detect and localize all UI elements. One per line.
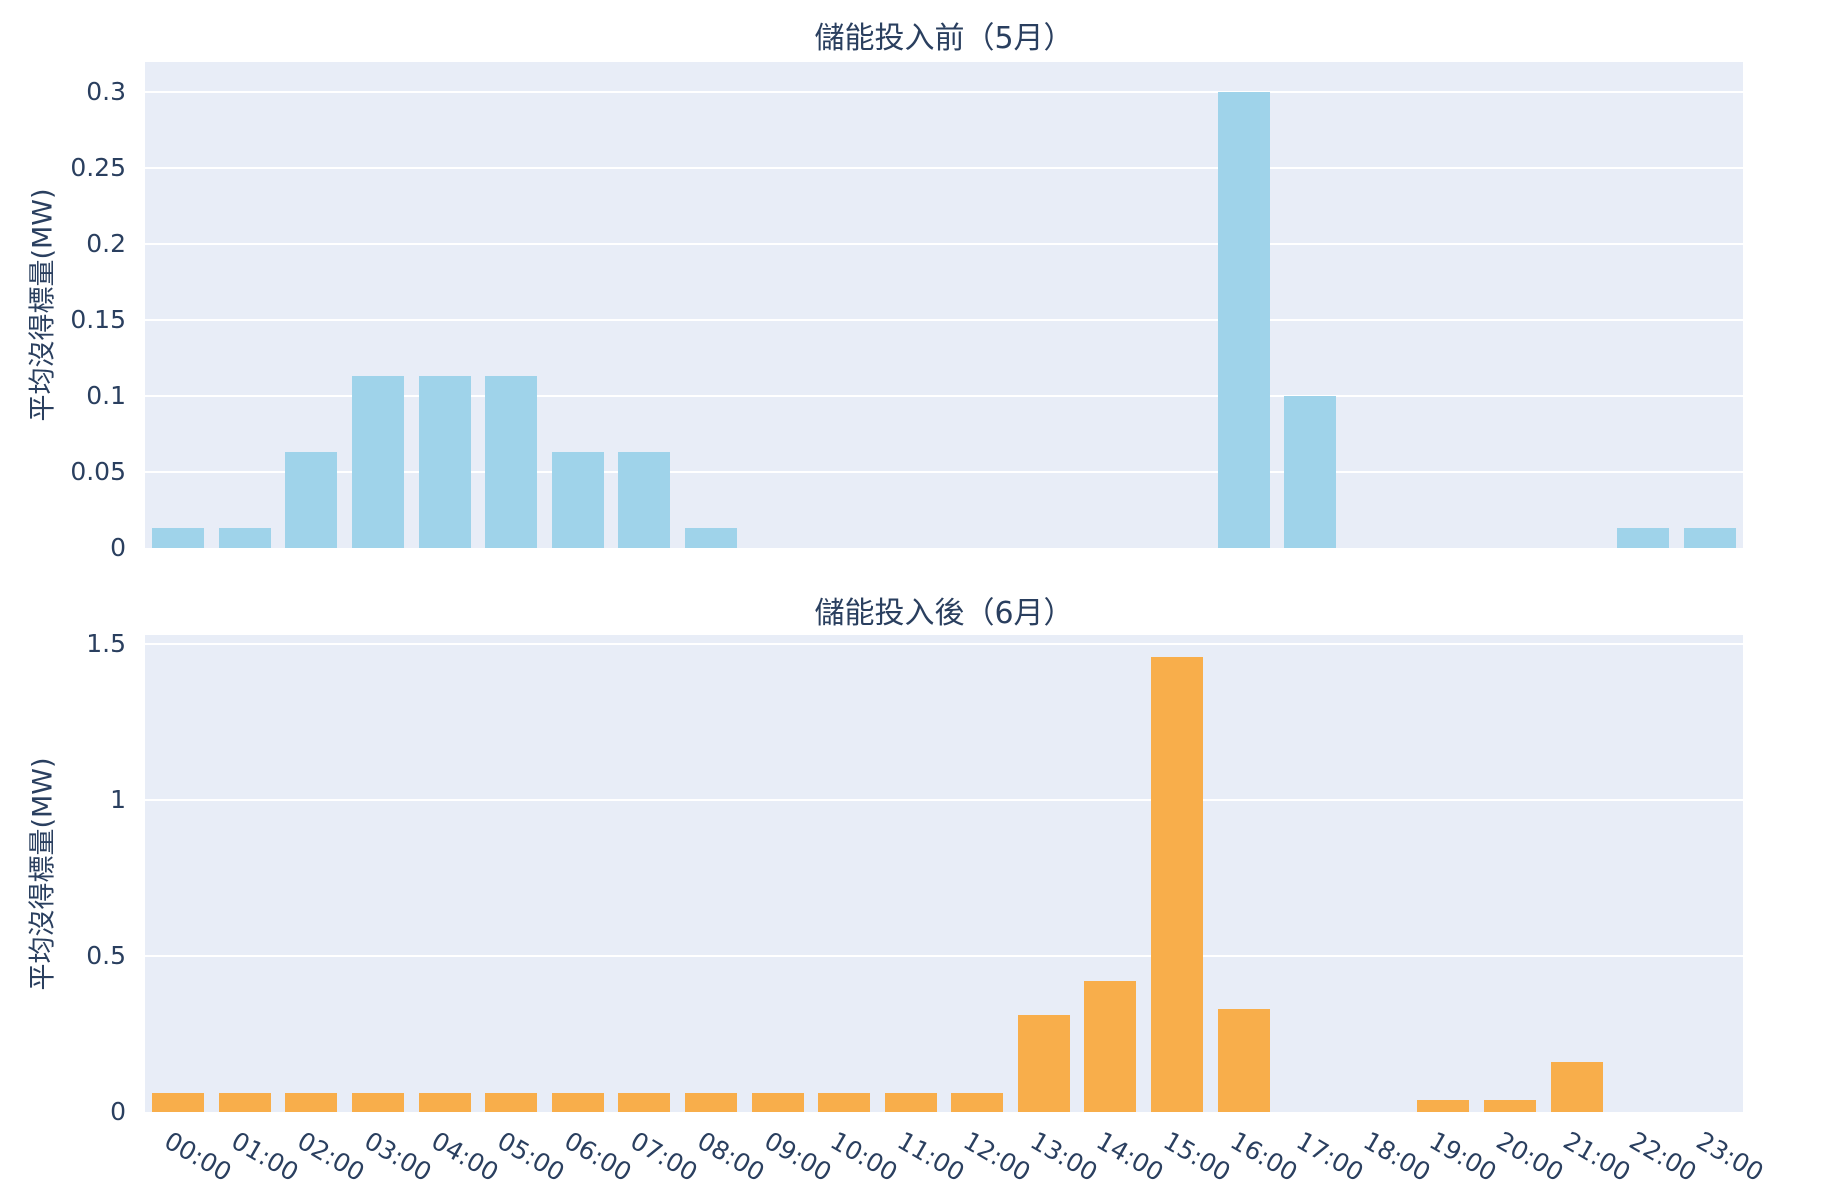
chart1-title: 儲能投入前（5月） (814, 21, 1074, 56)
gridline (145, 643, 1743, 646)
bar-16:00 (1217, 1009, 1270, 1112)
bar-04:00 (418, 376, 471, 548)
bar-06:00 (551, 1093, 604, 1112)
gridline (145, 471, 1743, 474)
bar-20:00 (1483, 1099, 1536, 1112)
x-tick-label: 15:00 (1158, 1126, 1236, 1188)
bar-06:00 (551, 452, 604, 548)
x-tick-label: 07:00 (625, 1126, 703, 1188)
y-tick-label: 1 (110, 785, 126, 815)
bar-05:00 (485, 1093, 538, 1112)
x-tick-label: 08:00 (692, 1126, 770, 1188)
bar-09:00 (751, 1093, 804, 1112)
bar-02:00 (285, 1093, 338, 1112)
x-tick-label: 03:00 (359, 1126, 437, 1188)
bar-08:00 (684, 1093, 737, 1112)
x-tick-label: 23:00 (1691, 1126, 1769, 1188)
x-tick-label: 22:00 (1624, 1126, 1702, 1188)
bar-21:00 (1550, 1062, 1603, 1112)
bar-12:00 (951, 1093, 1004, 1112)
y-tick-label: 1.5 (86, 629, 126, 659)
y-tick-label: 0.15 (70, 305, 126, 335)
x-tick-label: 11:00 (892, 1126, 970, 1188)
bar-08:00 (684, 528, 737, 548)
bar-05:00 (485, 376, 538, 548)
bar-17:00 (1284, 396, 1337, 548)
y-tick-label: 0 (110, 533, 126, 562)
bar-04:00 (418, 1093, 471, 1112)
y-tick-label: 0.2 (86, 229, 126, 259)
x-tick-label: 06:00 (559, 1126, 637, 1188)
bar-22:00 (1617, 528, 1670, 548)
bar-23:00 (1683, 528, 1736, 548)
y-tick-label: 0.3 (86, 77, 126, 107)
x-tick-label: 17:00 (1291, 1126, 1369, 1188)
chart1-plot-area (145, 62, 1743, 548)
bar-19:00 (1417, 1099, 1470, 1112)
bar-01:00 (218, 1093, 271, 1112)
x-tick-label: 16:00 (1225, 1126, 1303, 1188)
gridline (145, 91, 1743, 94)
x-tick-label: 00:00 (159, 1126, 237, 1188)
x-tick-label: 04:00 (426, 1126, 504, 1188)
bar-15:00 (1151, 656, 1204, 1112)
x-tick-label: 14:00 (1091, 1126, 1169, 1188)
x-tick-label: 09:00 (759, 1126, 836, 1188)
bar-11:00 (884, 1093, 937, 1112)
bar-07:00 (618, 1093, 671, 1112)
bar-13:00 (1017, 1015, 1070, 1112)
x-tick-label: 13:00 (1025, 1126, 1103, 1188)
bar-00:00 (152, 528, 205, 548)
y-tick-label: 0.05 (70, 457, 126, 487)
bar-10:00 (818, 1093, 871, 1112)
y-tick-label: 0.5 (86, 941, 126, 971)
y-tick-label: 0 (110, 1097, 126, 1126)
x-tick-label: 20:00 (1491, 1126, 1569, 1188)
x-tick-label: 19:00 (1424, 1126, 1502, 1188)
bar-03:00 (352, 376, 405, 548)
x-tick-label: 02:00 (292, 1126, 370, 1188)
x-tick-label: 10:00 (825, 1126, 903, 1188)
bar-01:00 (218, 528, 271, 548)
y-tick-label: 0.25 (70, 153, 126, 183)
y-tick-label: 0.1 (86, 381, 126, 411)
gridline (145, 955, 1743, 958)
x-tick-label: 12:00 (958, 1126, 1036, 1188)
bar-07:00 (618, 452, 671, 548)
chart2-plot-area (145, 635, 1743, 1112)
bar-14:00 (1084, 981, 1137, 1112)
gridline (145, 395, 1743, 398)
gridline (145, 167, 1743, 170)
x-tick-label: 05:00 (492, 1126, 570, 1188)
x-tick-label: 18:00 (1358, 1126, 1436, 1188)
chart2-title: 儲能投入後（6月） (814, 596, 1074, 631)
gridline (145, 319, 1743, 322)
bar-16:00 (1217, 92, 1270, 548)
bar-03:00 (352, 1093, 405, 1112)
gridline (145, 243, 1743, 246)
x-tick-label: 01:00 (226, 1126, 304, 1188)
x-tick-label: 21:00 (1558, 1126, 1635, 1188)
bar-00:00 (152, 1093, 205, 1112)
bar-02:00 (285, 452, 338, 548)
gridline (145, 799, 1743, 802)
